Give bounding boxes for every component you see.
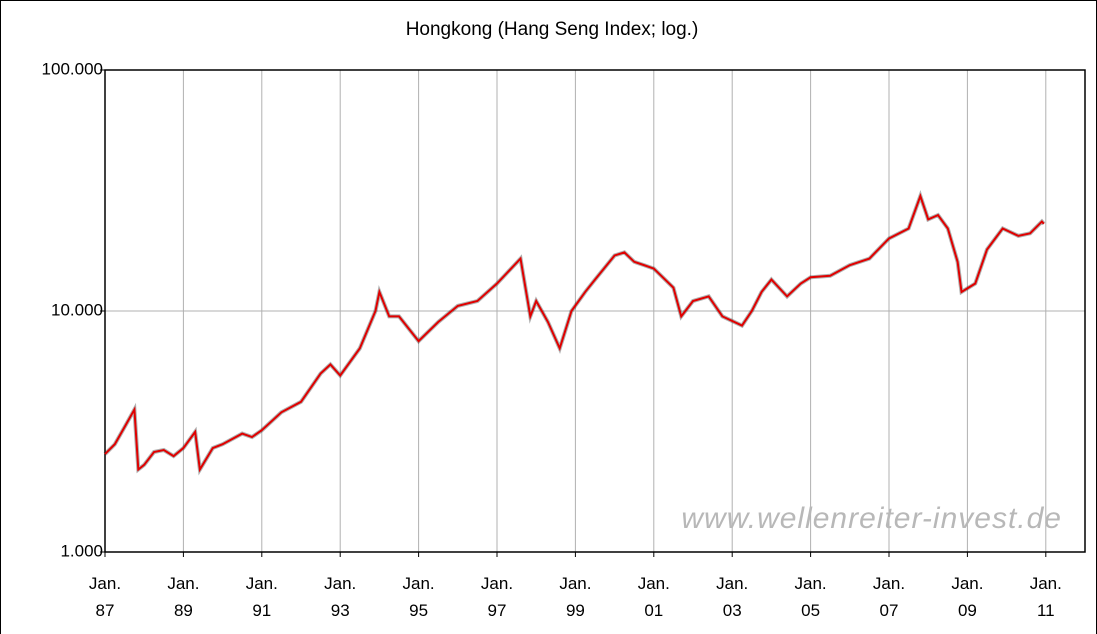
x-tick-label: Jan. 07 [873,574,905,620]
plot-border [104,69,1086,553]
y-tick-label: 100.000 [42,59,103,78]
x-tick-label: Jan. 97 [481,574,513,620]
x-tick-label: Jan. 87 [89,574,121,620]
x-tick-label: Jan. 11 [1030,574,1062,620]
x-tick-label: Jan. 93 [324,574,356,620]
x-tick-label: Jan. 91 [246,574,278,620]
x-tick-label: Jan. 99 [559,574,591,620]
x-tick-label: Jan. 09 [951,574,983,620]
index-line [104,192,1045,473]
x-tick-label: Jan. 01 [638,574,670,620]
grid [104,69,1085,553]
x-tick-label: Jan. 89 [167,574,199,620]
x-tick-label: Jan. 95 [403,574,435,620]
x-tick-label: Jan. 05 [795,574,827,620]
watermark: www.wellenreiter-invest.de [681,502,1062,535]
y-tick-label: 10.000 [51,300,103,319]
y-tick-label: 1.000 [60,541,103,560]
chart-title: Hongkong (Hang Seng Index; log.) [406,19,699,40]
index-line [103,189,1046,476]
x-tick-label: Jan. 03 [716,574,748,620]
